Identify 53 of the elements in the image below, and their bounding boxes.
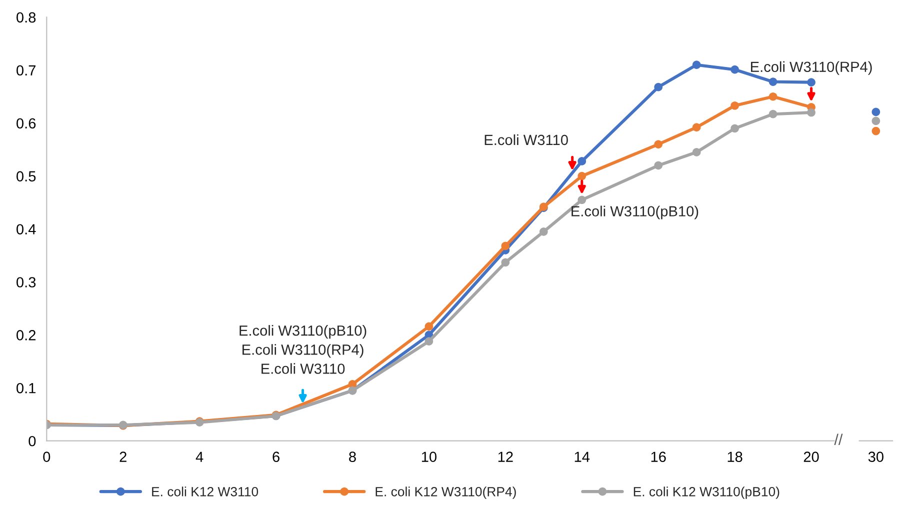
x-tick-label: 6	[272, 452, 280, 462]
x-tick-label: 8	[349, 452, 356, 462]
point	[654, 82, 663, 92]
y-tick-label: 0.4	[16, 224, 36, 234]
point	[807, 108, 816, 117]
point	[539, 228, 548, 236]
x-tick-label: 12	[498, 452, 513, 462]
y-tick-label: 0.1	[16, 383, 36, 394]
annotation: E.coli W3110(pB10)	[240, 325, 366, 339]
point	[654, 140, 663, 148]
annotation: E.coli W3110	[484, 134, 568, 146]
point	[654, 161, 663, 170]
point	[692, 60, 701, 69]
x-tick-label: 14	[574, 452, 590, 462]
y-tick-label: 0.6	[16, 118, 36, 129]
point	[578, 196, 586, 204]
x-tick-label: 30	[868, 452, 884, 462]
point	[768, 78, 778, 86]
point	[730, 124, 739, 133]
point	[768, 110, 778, 118]
point	[501, 258, 510, 267]
x-tick-label: 0	[43, 452, 50, 462]
x-tick-label: 18	[728, 452, 742, 462]
point	[692, 123, 701, 132]
point	[730, 101, 739, 110]
y-tick-label: 0.7	[16, 65, 36, 76]
point	[768, 92, 778, 101]
annotation: E.coli W3110(pB10)	[572, 206, 698, 220]
point	[730, 65, 739, 74]
annotation: //	[834, 434, 843, 445]
point	[501, 242, 510, 250]
x-tick-label: 16	[651, 452, 666, 462]
point	[424, 337, 434, 346]
legend-label: E. coli K12 W3110(RP4)	[376, 486, 516, 499]
legend-label: E. coli K12 W3110	[152, 486, 258, 496]
x-tick-label: 10	[422, 452, 436, 462]
y-tick-label: 0.2	[16, 330, 36, 340]
y-tick-label: 0.3	[16, 277, 36, 288]
y-tick-label: 0.8	[16, 12, 36, 23]
annotation: E.coli W3110(RP4)	[242, 344, 364, 358]
x-tick-label: 20	[804, 452, 819, 462]
x-tick-label: 4	[196, 452, 204, 462]
point	[578, 172, 586, 180]
point	[424, 322, 434, 331]
point	[807, 78, 816, 86]
annotation: E.coli W3110(RP4)	[751, 61, 872, 75]
y-tick-label: 0	[28, 436, 36, 446]
point	[578, 157, 586, 166]
x-tick-label: 2	[120, 452, 126, 462]
legend-label: E. coli K12 W3110(pB10)	[634, 486, 780, 499]
point	[692, 148, 701, 156]
y-tick-label: 0.5	[16, 171, 36, 182]
annotation: E.coli W3110	[262, 363, 345, 374]
